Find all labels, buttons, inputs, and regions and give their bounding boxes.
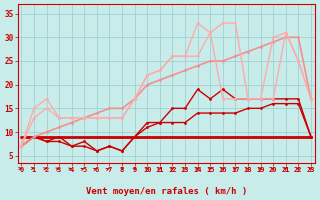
X-axis label: Vent moyen/en rafales ( km/h ): Vent moyen/en rafales ( km/h ) (85, 187, 247, 196)
